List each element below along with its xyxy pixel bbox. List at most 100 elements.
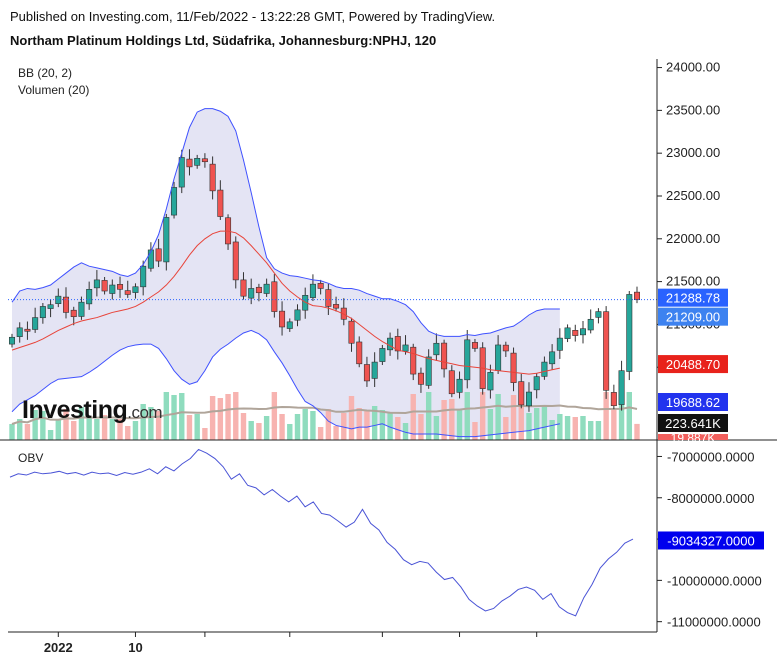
candle-body xyxy=(464,339,471,381)
volume-bar xyxy=(179,393,185,440)
candle-body xyxy=(448,370,455,395)
obv-tick-label: -8000000.0000 xyxy=(667,491,754,506)
candle-body xyxy=(47,304,54,309)
candle-body xyxy=(147,249,154,269)
bb-lower-line xyxy=(11,329,560,438)
candle-body xyxy=(525,391,532,407)
candle-body xyxy=(101,280,108,292)
candle-body xyxy=(441,342,448,370)
obv-tick-label: -10000000.0000 xyxy=(667,573,762,588)
bb-lines xyxy=(8,108,657,438)
legend-bb: BB (20, 2) xyxy=(18,66,73,80)
volume-bar xyxy=(209,396,216,440)
candle-body xyxy=(325,289,332,307)
bb-lower-label: 19688.62 xyxy=(666,395,720,410)
candle-body xyxy=(595,311,602,318)
volume-bar xyxy=(595,421,602,440)
volume-bar xyxy=(356,408,362,440)
volume-bar xyxy=(533,408,540,440)
candle-body xyxy=(610,392,617,407)
volume-bar xyxy=(263,416,270,440)
volume-bar xyxy=(564,416,571,440)
candle-body xyxy=(70,309,77,318)
candle-body xyxy=(433,342,440,356)
candle-body xyxy=(186,158,193,168)
candle-body xyxy=(171,187,178,216)
candle-body xyxy=(633,291,641,300)
candle-body xyxy=(626,294,633,372)
axes xyxy=(0,59,777,637)
volume-bar xyxy=(441,400,447,440)
volume-bar xyxy=(140,404,146,440)
volume-bar xyxy=(9,424,15,440)
logo-suffix: .com xyxy=(127,403,163,422)
candle-body xyxy=(417,372,424,385)
hidden-partial-bg xyxy=(658,434,728,440)
volume-bar xyxy=(125,426,131,440)
candle-body xyxy=(371,361,378,379)
volume-bar xyxy=(287,424,293,440)
candle-body xyxy=(132,286,139,293)
volume-bar xyxy=(294,414,301,440)
bb-area xyxy=(12,108,560,437)
obv-line xyxy=(9,448,634,617)
volume-bar xyxy=(449,399,455,440)
bb-mid-label: 20488.70 xyxy=(666,357,720,372)
candle-body xyxy=(294,309,301,321)
bb-upper-line xyxy=(11,108,560,337)
volume-bar xyxy=(410,394,416,440)
volume-bar xyxy=(55,420,61,440)
bb-lower-label-bg xyxy=(658,393,728,411)
volume-bar xyxy=(256,423,262,440)
level-label: 21209.00 xyxy=(666,310,720,325)
candle-body xyxy=(541,361,548,377)
volume-bar xyxy=(433,416,440,440)
price-tick-label: 22500.00 xyxy=(666,188,720,203)
candle-body xyxy=(93,279,100,289)
candle-body xyxy=(518,381,525,406)
volume-bar xyxy=(71,421,77,440)
candle-body xyxy=(333,304,340,309)
volume-bar xyxy=(402,423,409,440)
candle-body xyxy=(217,189,224,217)
volume-bar xyxy=(32,410,38,440)
volume-bar xyxy=(456,409,463,440)
axis-labels: 20500.0021000.0021500.0022000.0022500.00… xyxy=(44,60,764,655)
price-tick-label: 23000.00 xyxy=(666,145,720,160)
candle-body xyxy=(16,327,23,337)
volume-bar xyxy=(572,417,578,440)
candle-body xyxy=(618,370,625,405)
volume-bar xyxy=(148,407,154,440)
candle-body xyxy=(309,283,316,298)
candle-body xyxy=(348,320,355,344)
logo-main: Investing xyxy=(22,396,128,424)
volume-bar xyxy=(47,430,54,440)
volume-bar xyxy=(580,416,586,440)
chart-title: Northam Platinum Holdings Ltd, Südafrika… xyxy=(10,33,437,48)
time-tick-label: 10 xyxy=(128,640,142,655)
volume-bar xyxy=(341,413,347,440)
volume-bar xyxy=(40,411,46,440)
volume-bar xyxy=(371,406,378,440)
volume-bar xyxy=(63,409,69,440)
bb-fill xyxy=(12,108,560,437)
last-close-label: 21288.78 xyxy=(666,291,720,306)
volume-bar xyxy=(333,426,339,440)
volume-bar xyxy=(510,395,517,440)
volume-bar xyxy=(479,392,486,440)
volume-bar xyxy=(495,394,501,440)
published-note: Published on Investing.com, 11/Feb/2022 … xyxy=(10,9,496,24)
volume-bar xyxy=(325,409,332,440)
volume-bar xyxy=(503,417,509,440)
volume-last-label: 223.641K xyxy=(665,416,721,431)
volume-bar xyxy=(364,410,370,440)
volume-bar xyxy=(86,417,92,440)
candle-body xyxy=(232,241,239,281)
candle-body xyxy=(117,284,124,290)
candle-body xyxy=(317,283,324,289)
candle-body xyxy=(209,163,216,192)
candle-body xyxy=(63,296,70,313)
volume-bar xyxy=(634,423,640,440)
volume-bar xyxy=(379,410,386,440)
